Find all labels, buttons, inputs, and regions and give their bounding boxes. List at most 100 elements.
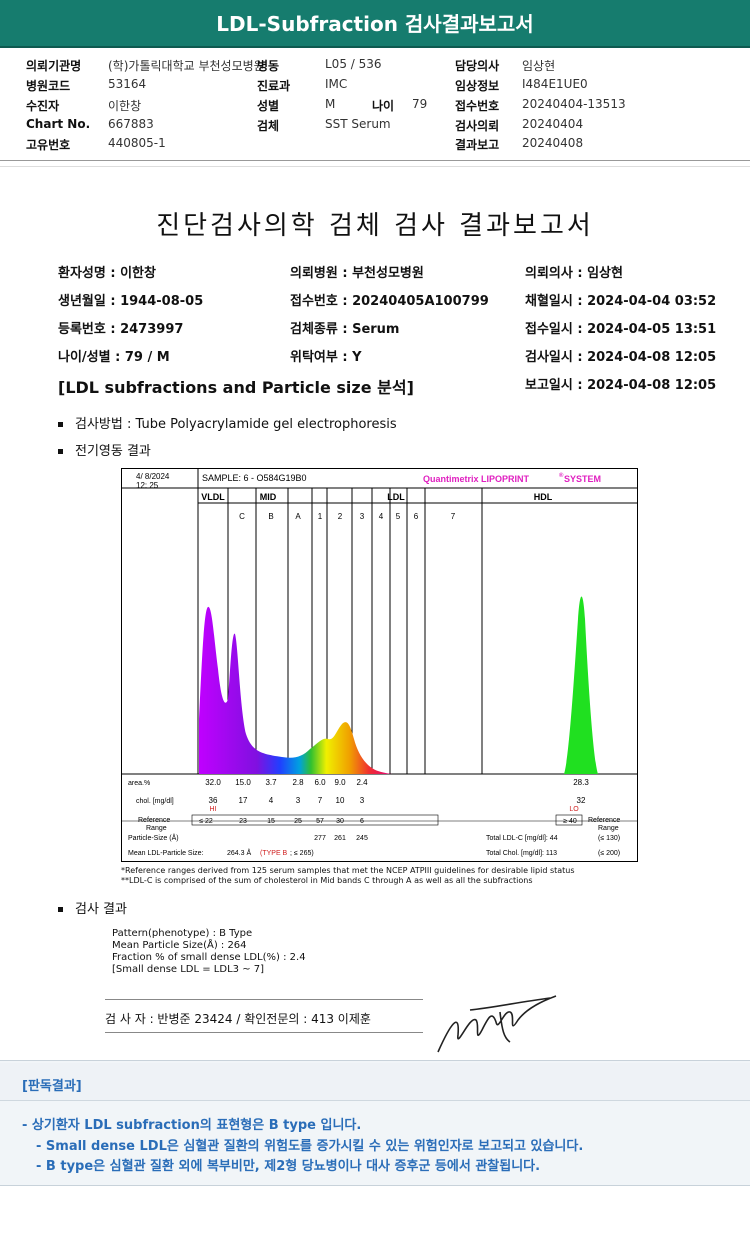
info-value: SST Serum xyxy=(325,117,391,131)
doc-field: 의뢰병원 : 부천성모병원 xyxy=(290,262,424,281)
method-text: 검사방법 : Tube Polyacrylamide gel electroph… xyxy=(75,417,397,432)
doc-field: 환자성명 : 이한창 xyxy=(58,262,156,281)
subband-label: C xyxy=(239,512,245,521)
subband-label: 1 xyxy=(318,512,323,521)
info-key: 고유번호 xyxy=(26,136,70,153)
band-vldl: VLDL xyxy=(201,492,225,502)
info-key: 결과보고 xyxy=(455,136,499,153)
info-key: 진료과 xyxy=(257,77,290,94)
info-value: 79 xyxy=(412,97,427,111)
doc-field: 검체종류 : Serum xyxy=(290,318,399,337)
area-value: 15.0 xyxy=(235,778,251,787)
info-key: 병원코드 xyxy=(26,77,70,94)
doc-field: 검사일시 : 2024-04-08 12:05 xyxy=(525,346,716,365)
psize-label: Particle-Size (Å) xyxy=(128,833,179,842)
mean-value: 264.3 Å xyxy=(227,848,251,857)
section-heading: [LDL subfractions and Particle size 분석] xyxy=(58,374,414,398)
ref-value: 15 xyxy=(267,818,275,825)
info-value: 20240404-13513 xyxy=(522,97,626,111)
chol-value: 3 xyxy=(360,796,365,805)
ref-value: ≥ 40 xyxy=(563,818,577,825)
sign-divider xyxy=(105,1032,423,1033)
info-value: I484E1UE0 xyxy=(522,77,588,91)
info-key: 성별 xyxy=(257,97,279,114)
result-line: Fraction % of small dense LDL(%) : 2.4 xyxy=(112,952,306,963)
info-key: 임상정보 xyxy=(455,77,499,94)
info-value: 이한창 xyxy=(108,97,141,114)
area-value: 3.7 xyxy=(265,778,277,787)
info-key: 나이 xyxy=(372,97,394,114)
interpretation-line-1: - 상기환자 LDL subfraction의 표현형은 B type 입니다. xyxy=(22,1114,361,1133)
info-value: 53164 xyxy=(108,77,146,91)
ref-label: Range xyxy=(598,825,619,832)
type-b-label: (TYPE B xyxy=(260,850,288,857)
info-value: 667883 xyxy=(108,117,154,131)
info-value: 임상현 xyxy=(522,57,555,74)
info-key: 담당의사 xyxy=(455,57,499,74)
type-b-tail: ; ≤ 265) xyxy=(290,850,314,857)
psize-value: 245 xyxy=(356,835,368,842)
subband-label: 3 xyxy=(360,512,365,521)
info-key: Chart No. xyxy=(26,117,90,131)
result-line: Pattern(phenotype) : B Type xyxy=(112,928,252,939)
area-value: 28.3 xyxy=(573,778,589,787)
interpretation-line-2: - Small dense LDL은 심혈관 질환의 위험도를 증가시킬 수 있… xyxy=(36,1135,583,1154)
info-key: 접수번호 xyxy=(455,97,499,114)
sample-id: SAMPLE: 6 - O584G19B0 xyxy=(202,473,307,483)
band-ldl: LDL xyxy=(387,492,405,502)
subband-label: 4 xyxy=(379,512,384,521)
chol-value: 36 xyxy=(209,796,218,805)
interpretation-line-3: - B type은 심혈관 질환 외에 복부비만, 제2형 당뇨병이나 대사 증… xyxy=(36,1155,540,1174)
subband-label: 2 xyxy=(338,512,343,521)
sign-line: 검 사 자 : 반병준 23424 / 확인전문의 : 413 이제훈 xyxy=(105,1010,371,1027)
result-line: Mean Particle Size(Å) : 264 xyxy=(112,940,247,951)
doc-field: 채혈일시 : 2024-04-04 03:52 xyxy=(525,290,716,309)
chart-note-1: *Reference ranges derived from 125 serum… xyxy=(121,866,575,875)
info-key: 수진자 xyxy=(26,97,59,114)
electro-text: 전기영동 결과 xyxy=(75,444,151,459)
info-value: 440805-1 xyxy=(108,136,166,150)
subband-label: 7 xyxy=(451,512,456,521)
doc-field: 나이/성별 : 79 / M xyxy=(58,346,170,365)
bullet-icon xyxy=(58,422,63,427)
total-chol: Total Chol. [mg/dl]: 113 xyxy=(486,850,557,857)
subband-label: 6 xyxy=(414,512,419,521)
electrophoresis-chart: 4/ 8/2024 12: 25 SAMPLE: 6 - O584G19B0 Quan… xyxy=(121,468,638,862)
chol-label: chol. [mg/dl] xyxy=(136,798,174,805)
chol-value: 7 xyxy=(318,796,323,805)
ref-value: ≤ 22 xyxy=(199,818,213,825)
band-mid: MID xyxy=(260,492,277,502)
doc-field: 접수일시 : 2024-04-05 13:51 xyxy=(525,318,716,337)
doc-field: 생년월일 : 1944-08-05 xyxy=(58,290,203,309)
ref-label: Range xyxy=(146,825,167,832)
total-chol-ref: (≤ 200) xyxy=(598,850,620,857)
ref-box xyxy=(192,815,438,825)
band-hdl: HDL xyxy=(534,492,553,502)
doc-field: 위탁여부 : Y xyxy=(290,346,362,365)
doc-field: 의뢰의사 : 임상현 xyxy=(525,262,623,281)
result-heading: 검사 결과 xyxy=(58,898,127,917)
result-heading-text: 검사 결과 xyxy=(75,902,127,917)
ref-label: Reference xyxy=(588,817,620,824)
chol-value: 4 xyxy=(269,796,274,805)
chol-value: 3 xyxy=(296,796,301,805)
info-key: 병동 xyxy=(257,57,279,74)
info-key: 의뢰기관명 xyxy=(26,57,81,74)
total-ldl-ref: (≤ 130) xyxy=(598,835,620,842)
ref-value: 57 xyxy=(316,818,324,825)
info-value: L05 / 536 xyxy=(325,57,382,71)
method-line: 검사방법 : Tube Polyacrylamide gel electroph… xyxy=(58,413,397,432)
area-value: 2.4 xyxy=(356,778,368,787)
document-title: 진단검사의학 검체 검사 결과보고서 xyxy=(0,205,750,242)
ref-value: 23 xyxy=(239,818,247,825)
info-value: 20240408 xyxy=(522,136,583,150)
area-value: 9.0 xyxy=(334,778,346,787)
psize-value: 261 xyxy=(334,835,346,842)
doc-field: 접수번호 : 20240405A100799 xyxy=(290,290,489,309)
subband-label: B xyxy=(268,512,273,521)
chart-time: 12: 25 xyxy=(136,481,159,490)
area-label: area.% xyxy=(128,780,150,787)
chart-note-2: **LDL-C is comprised of the sum of chole… xyxy=(121,876,533,885)
info-value: IMC xyxy=(325,77,347,91)
chol-value: 17 xyxy=(239,796,248,805)
